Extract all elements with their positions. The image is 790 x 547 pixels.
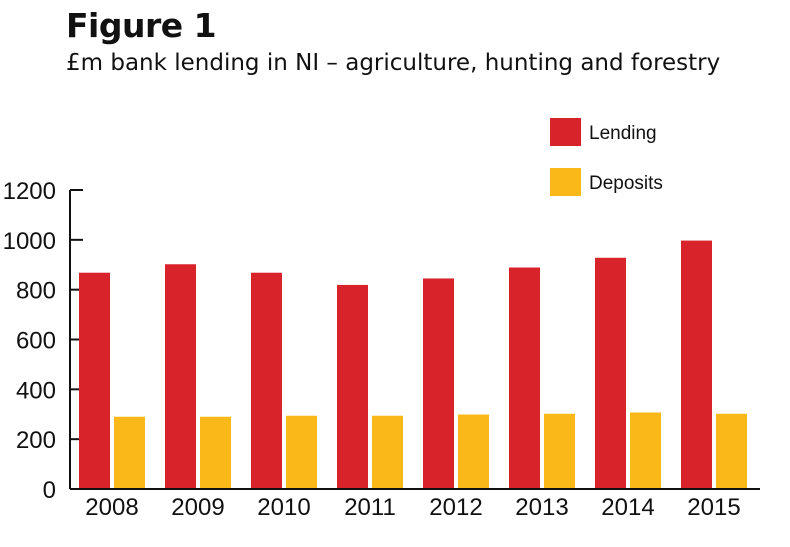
x-tick-label: 2014 — [601, 494, 654, 521]
deposits-bar-2014 — [630, 412, 661, 489]
y-tick-label: 400 — [16, 377, 56, 404]
x-tick-label: 2009 — [171, 494, 224, 521]
lending-bar-2011 — [337, 284, 368, 489]
x-axis: 2008 2009 2010 2011 2012 2013 2014 2015 — [70, 488, 760, 521]
deposits-bar-2009 — [200, 416, 231, 489]
lending-bar-2014 — [595, 257, 626, 489]
y-tick-label: 1200 — [3, 178, 56, 205]
y-tick-label: 200 — [16, 427, 56, 454]
lending-legend-swatch — [550, 118, 581, 146]
y-axis: 0 200 400 600 800 1000 1200 — [3, 178, 83, 504]
bars — [79, 240, 747, 489]
x-tick-label: 2008 — [85, 494, 138, 521]
y-tick-label: 0 — [43, 477, 56, 504]
x-tick-label: 2012 — [429, 494, 482, 521]
x-tick-label: 2015 — [687, 494, 740, 521]
deposits-bar-2013 — [544, 413, 575, 489]
x-tick-label: 2013 — [515, 494, 568, 521]
y-tick-label: 600 — [16, 328, 56, 355]
deposits-bar-2011 — [372, 415, 403, 489]
lending-bar-2012 — [423, 278, 454, 489]
deposits-legend-swatch — [550, 168, 581, 196]
y-tick-label: 1000 — [3, 228, 56, 255]
deposits-legend-label: Deposits — [589, 173, 663, 194]
y-tick-label: 800 — [16, 278, 56, 305]
lending-bar-2008 — [79, 272, 110, 489]
x-tick-label: 2011 — [344, 494, 396, 521]
deposits-bar-2010 — [286, 415, 317, 489]
lending-legend-label: Lending — [589, 123, 657, 144]
deposits-bar-2008 — [114, 416, 145, 489]
lending-bar-2015 — [681, 240, 712, 489]
figure-title: Figure 1 — [66, 6, 217, 45]
lending-bar-2009 — [165, 264, 196, 489]
lending-bar-2010 — [251, 272, 282, 489]
deposits-bar-2015 — [716, 413, 747, 489]
figure-subtitle: £m bank lending in NI – agriculture, hun… — [66, 50, 721, 76]
x-tick-label: 2010 — [257, 494, 310, 521]
deposits-bar-2012 — [458, 414, 489, 489]
legend: Lending Deposits — [550, 118, 663, 196]
lending-bar-2013 — [509, 267, 540, 489]
